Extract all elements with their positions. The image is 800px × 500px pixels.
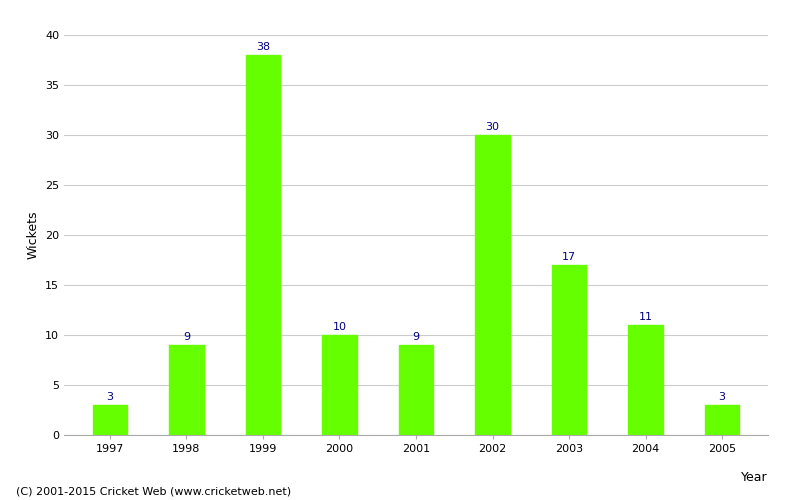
Text: 17: 17 bbox=[562, 252, 576, 262]
Text: Year: Year bbox=[742, 471, 768, 484]
Text: 3: 3 bbox=[718, 392, 726, 402]
Text: 3: 3 bbox=[106, 392, 114, 402]
Bar bbox=[93, 405, 127, 435]
Y-axis label: Wickets: Wickets bbox=[26, 211, 39, 259]
Text: 11: 11 bbox=[638, 312, 653, 322]
Bar bbox=[170, 345, 204, 435]
Text: 9: 9 bbox=[413, 332, 419, 342]
Bar bbox=[475, 135, 510, 435]
Bar bbox=[322, 335, 357, 435]
Bar bbox=[552, 265, 586, 435]
Bar bbox=[628, 325, 662, 435]
Bar bbox=[705, 405, 739, 435]
Text: (C) 2001-2015 Cricket Web (www.cricketweb.net): (C) 2001-2015 Cricket Web (www.cricketwe… bbox=[16, 487, 291, 497]
Text: 10: 10 bbox=[333, 322, 346, 332]
Text: 38: 38 bbox=[256, 42, 270, 52]
Text: 30: 30 bbox=[486, 122, 499, 132]
Bar bbox=[246, 55, 280, 435]
Bar bbox=[398, 345, 434, 435]
Text: 9: 9 bbox=[183, 332, 190, 342]
